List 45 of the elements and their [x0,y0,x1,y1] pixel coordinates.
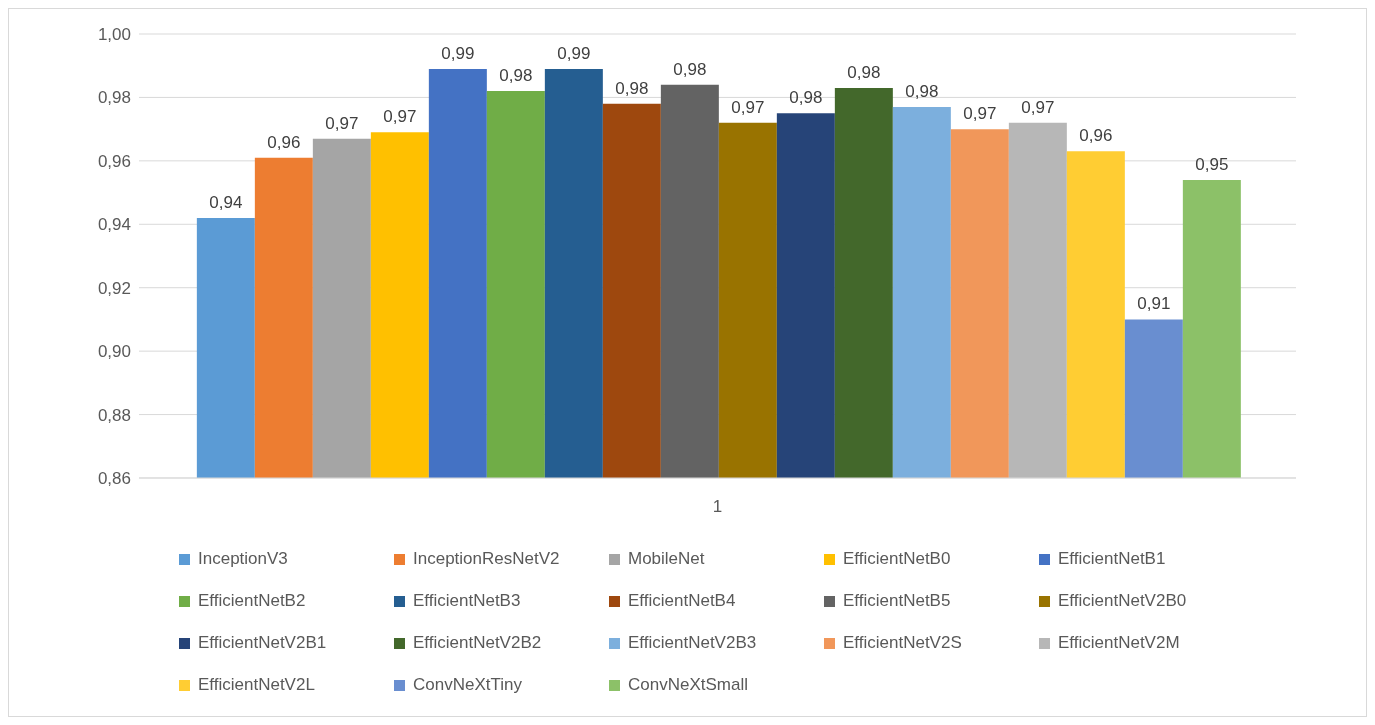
legend-label: EfficientNetV2B0 [1058,591,1187,611]
data-label: 0,97 [383,107,417,127]
data-label: 0,98 [905,81,939,101]
data-label: 0,97 [963,104,997,124]
legend-label: EfficientNetB4 [628,591,736,611]
data-label: 0,98 [789,88,823,108]
data-label: 0,98 [615,78,649,98]
legend-label: EfficientNetV2B1 [198,633,327,653]
y-tick-label: 0,96 [97,151,131,171]
legend-label: EfficientNetB2 [198,591,306,611]
legend-label: EfficientNetV2S [843,633,962,653]
legend-label: EfficientNetV2B2 [413,633,542,653]
y-tick-label: 0,86 [97,469,131,489]
data-label: 0,97 [1021,97,1055,117]
legend-label: EfficientNetB5 [843,591,951,611]
legend-label: EfficientNetV2M [1058,633,1180,653]
data-label: 0,91 [1137,294,1171,314]
legend-label: ConvNeXtTiny [413,675,522,695]
legend-label: EfficientNetV2L [198,675,315,695]
data-label: 0,96 [267,132,301,152]
legend-label: EfficientNetB1 [1058,549,1166,569]
data-label: 0,95 [1195,154,1229,174]
data-label: 0,97 [325,113,359,133]
legend-label: EfficientNetV2B3 [628,633,757,653]
data-label: 0,99 [557,43,591,63]
data-label: 0,98 [499,66,533,86]
y-tick-label: 0,94 [97,215,131,235]
data-label: 0,97 [731,97,765,117]
y-tick-label: 0,92 [97,278,131,298]
data-label: 0,98 [673,59,707,79]
legend-label: ConvNeXtSmall [628,675,748,695]
data-label: 0,99 [441,43,475,63]
y-tick-label: 0,98 [97,88,131,108]
x-tick-label: 1 [712,497,723,517]
legend-label: InceptionResNetV2 [413,549,560,569]
legend-label: MobileNet [628,549,705,569]
data-label: 0,98 [847,62,881,82]
legend-label: EfficientNetB3 [413,591,521,611]
y-tick-label: 0,90 [97,342,131,362]
y-tick-label: 1,00 [97,25,131,45]
data-label: 0,94 [209,192,243,212]
legend-label: InceptionV3 [198,549,288,569]
y-tick-label: 0,88 [97,405,131,425]
data-label: 0,96 [1079,126,1113,146]
legend-label: EfficientNetB0 [843,549,951,569]
